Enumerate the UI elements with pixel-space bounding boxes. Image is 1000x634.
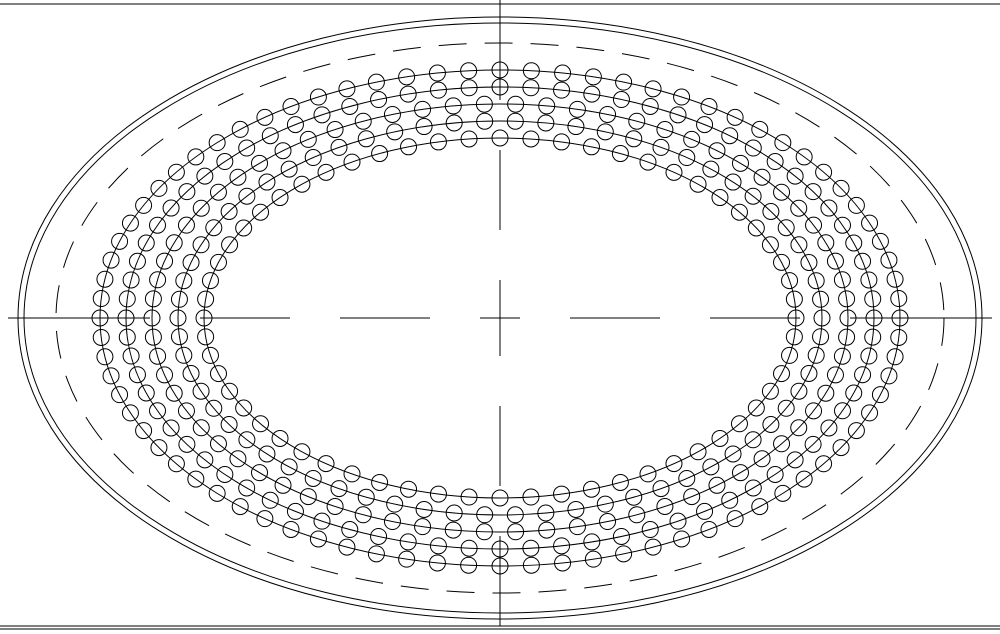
diagram-canvas [0,0,1000,634]
